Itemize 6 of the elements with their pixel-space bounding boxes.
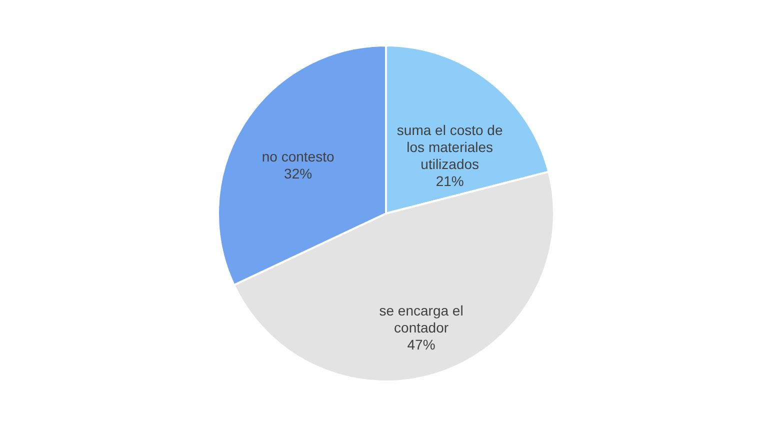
data-label: 21% — [436, 173, 464, 190]
data-label: 47% — [407, 336, 436, 352]
slice-label: suma el costo de los materiales utilizados — [396, 122, 503, 172]
slice-label: no contesto — [262, 148, 334, 165]
data-label: 32% — [284, 166, 312, 182]
slice-label: se encarga el contador — [379, 302, 464, 336]
